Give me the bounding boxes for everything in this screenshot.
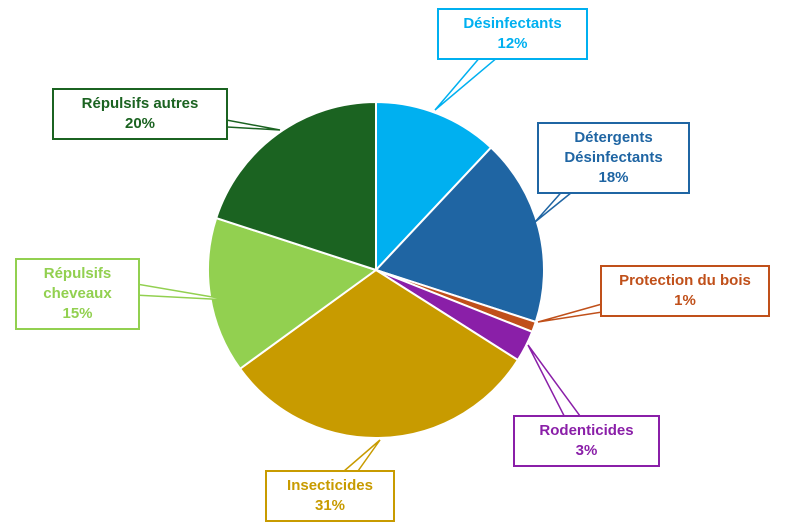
- value-label: 15%: [62, 305, 93, 322]
- data-label-box: Répulsifs cheveaux 15%: [15, 258, 140, 330]
- category-label: Répulsifs cheveaux: [43, 265, 112, 302]
- value-label: 20%: [124, 115, 156, 132]
- value-label: 3%: [575, 442, 598, 459]
- data-label-box: Désinfectants 12%: [437, 8, 588, 60]
- data-label-box: Détergents Désinfectants 18%: [537, 122, 690, 194]
- category-label: Protection du bois: [619, 272, 751, 289]
- pie-slice: [214, 100, 377, 272]
- value-label: 12%: [497, 35, 528, 52]
- data-label-box: Protection du bois 1%: [600, 265, 770, 317]
- value-label: 1%: [674, 292, 696, 309]
- value-label: 18%: [598, 169, 629, 186]
- category-label: Désinfectants: [463, 15, 562, 32]
- pie-slice: [374, 146, 545, 324]
- category-label: Rodenticides: [539, 422, 634, 439]
- category-label: Détergents Désinfectants: [564, 129, 663, 166]
- data-label-box: Répulsifs autres 20%: [52, 88, 228, 140]
- category-label: Insecticides: [287, 477, 373, 494]
- category-label: Répulsifs autres: [81, 95, 199, 112]
- pie-slice: [238, 268, 520, 439]
- pie-slice: [375, 100, 493, 273]
- data-label-box: Rodenticides 3%: [513, 415, 660, 467]
- value-label: 31%: [314, 497, 346, 514]
- data-label-box: Insecticides 31%: [265, 470, 395, 522]
